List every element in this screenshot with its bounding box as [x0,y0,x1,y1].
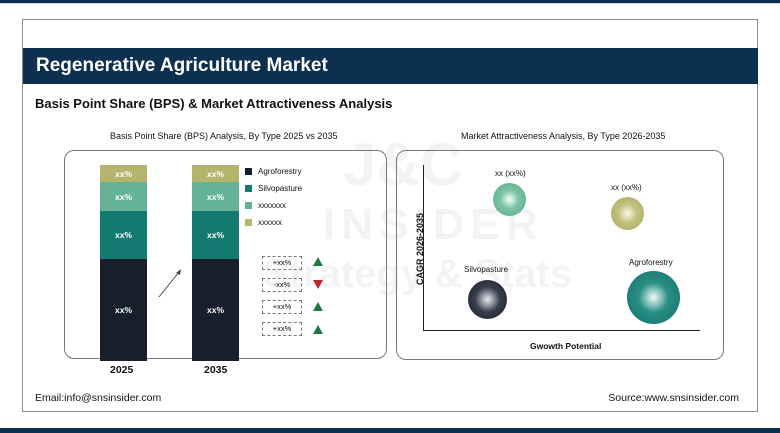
legend-label: Agroforestry [258,167,302,176]
ma-chart-panel [396,150,724,360]
bar-segment-silvopasture: xx% [100,211,147,259]
legend-swatch [245,168,252,175]
bubble-label: Agroforestry [629,258,673,267]
bar-segment-type3: xx% [192,182,239,211]
legend-swatch [245,202,252,209]
bubble-label: xx (xx%) [611,183,642,192]
bubble-label: Silvopasture [464,265,509,274]
footer-source: Source:www.snsinsider.com [608,392,739,404]
top-bar [0,0,780,4]
watermark: J&C [343,131,464,198]
page-title: Regenerative Agriculture Market [23,48,758,84]
footer-email: Email:info@snsinsider.com [35,392,162,404]
change-box: +xx% [262,256,302,270]
bps-chart-title: Basis Point Share (BPS) Analysis, By Typ… [110,131,338,141]
bar-segment-silvopasture: xx% [192,211,239,259]
down-arrow-icon [313,280,323,289]
y-axis [423,165,424,330]
bar-segment-type3: xx% [100,182,147,211]
x-axis-label: Gwowth Potential [530,341,602,351]
x-axis [423,330,700,331]
change-box: -xx% [262,278,302,292]
bubble-type3 [493,183,526,216]
bar-segment-type4: xx% [192,165,239,182]
up-arrow-icon [313,257,323,266]
legend-item-agroforestry: Agroforestry [245,167,302,176]
change-box: +xx% [262,300,302,314]
bar-segment-agroforestry: xx% [100,259,147,361]
legend-label: xxxxxx [258,218,282,227]
legend-item-silvopasture: Silvopasture [245,184,302,193]
up-arrow-icon [313,302,323,311]
bottom-bar [0,428,780,433]
bubble-agroforestry [627,271,680,324]
legend-swatch [245,185,252,192]
page-subtitle: Basis Point Share (BPS) & Market Attract… [35,96,393,111]
legend-swatch [245,219,252,226]
bar-segment-type4: xx% [100,165,147,182]
year-label-2035: 2035 [204,364,228,376]
bubble-type4 [611,197,644,230]
legend-label: Silvopasture [258,184,303,193]
trend-arrow-icon [158,269,181,298]
ma-chart-title: Market Attractiveness Analysis, By Type … [461,131,666,141]
legend-label: xxxxxxx [258,201,286,210]
bubble-silvopasture [468,280,507,319]
bubble-label: xx (xx%) [495,169,526,178]
report-card: Regenerative Agriculture Market Basis Po… [22,19,758,412]
year-label-2025: 2025 [110,364,134,376]
change-box: +xx% [262,322,302,336]
up-arrow-icon [313,325,323,334]
bar-segment-agroforestry: xx% [192,259,239,361]
y-axis-label: CAGR 2026-2035 [415,212,425,286]
legend-item-type3: xxxxxxx [245,201,286,210]
legend-item-type4: xxxxxx [245,218,282,227]
